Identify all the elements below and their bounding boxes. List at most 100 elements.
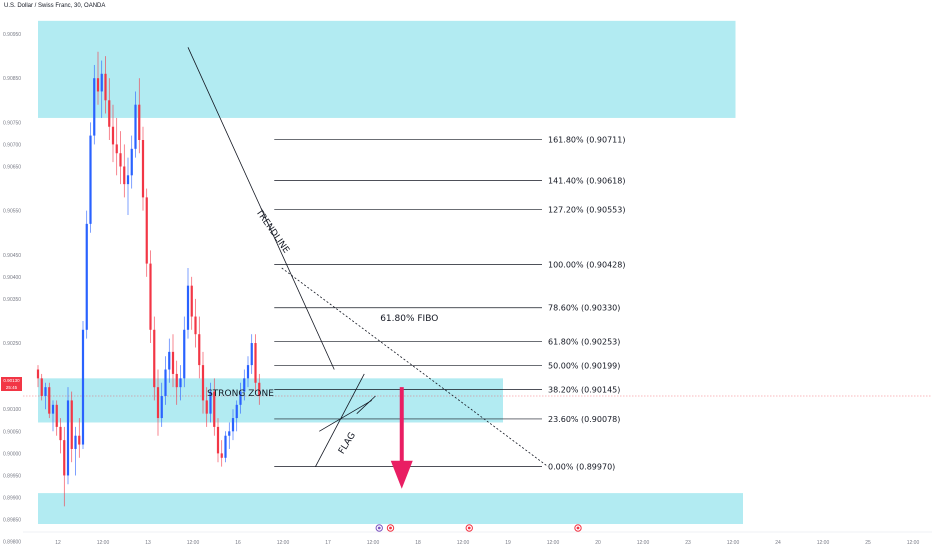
current-price-value: 0.90130	[3, 378, 20, 383]
fib-level-label: 0.00% (0.89970)	[548, 463, 615, 472]
candle-body	[258, 382, 261, 396]
candle-body	[186, 285, 190, 330]
candle-body	[183, 329, 186, 379]
event-markers	[375, 524, 582, 532]
candle-body	[96, 78, 100, 92]
x-tick-label: 12:00	[547, 540, 560, 546]
y-tick-label: 0.90400	[3, 275, 21, 281]
trendline	[187, 47, 335, 370]
x-tick-label: 12:00	[367, 540, 380, 546]
x-tick-label: 23	[685, 540, 691, 546]
x-tick-label: 25	[865, 540, 871, 546]
candles-layer	[36, 51, 261, 507]
candle-body	[44, 387, 47, 396]
y-tick-label: 0.89900	[3, 496, 21, 502]
candle-body	[48, 387, 51, 414]
x-tick-label: 12:00	[457, 540, 470, 546]
y-tick-label: 0.90050	[3, 429, 21, 435]
event-flag-dot	[467, 526, 471, 530]
candle-body	[224, 435, 227, 458]
candle-body	[171, 351, 175, 374]
candle-body	[89, 135, 92, 224]
candle-body	[216, 426, 220, 454]
candle-body	[179, 378, 182, 388]
candle-body	[175, 373, 178, 388]
candle-body	[201, 365, 205, 401]
x-axis: 12 12:00 13 12:00 16 12:00 17 12:00 18 12:00 19 12:…	[23, 531, 932, 546]
candle-body	[164, 369, 167, 396]
candle-body	[149, 263, 152, 330]
candle-body	[40, 378, 43, 396]
candle-body	[138, 104, 141, 140]
candle-body	[78, 435, 81, 445]
x-tick-label: 12:00	[727, 540, 740, 546]
y-tick-label: 0.90700	[3, 142, 21, 148]
y-tick-label: 0.90550	[3, 209, 21, 215]
fib-level-label: 61.80% (0.90253)	[548, 338, 620, 347]
x-tick-label: 17	[325, 540, 331, 546]
trendline	[356, 395, 376, 414]
candle-body	[220, 453, 223, 458]
candle-body	[235, 404, 238, 419]
candle-body	[81, 329, 85, 445]
x-tick-label: 24	[775, 540, 781, 546]
candle-body	[198, 334, 201, 366]
candle-body	[55, 404, 58, 427]
y-tick-label: 0.90650	[3, 164, 21, 170]
fib-level-label: 161.80% (0.90711)	[548, 136, 625, 145]
candle-body	[239, 391, 242, 405]
y-axis: 0.90950 0.90850 0.90750 0.90700 0.90650 0.905…	[3, 32, 21, 546]
candle-countdown: 25:45	[5, 385, 18, 390]
candle-body	[59, 426, 62, 441]
fib-level-label: 23.60% (0.90078)	[548, 415, 620, 424]
y-tick-label: 0.90750	[3, 120, 21, 126]
candle-body	[190, 285, 193, 317]
zones-layer	[38, 20, 743, 524]
x-tick-label: 18	[415, 540, 421, 546]
supply-demand-zone	[38, 493, 743, 524]
fib-level-label: 100.00% (0.90428)	[548, 260, 625, 269]
candle-body	[205, 400, 208, 414]
y-tick-label: 0.90450	[3, 253, 21, 259]
supply-demand-zone	[38, 378, 503, 423]
supply-demand-zone	[38, 20, 736, 118]
candle-body	[70, 400, 73, 449]
chart-annotation: 61.80% FIBO	[380, 314, 438, 324]
candle-body	[104, 73, 107, 101]
candle-body	[141, 140, 145, 198]
candle-body	[36, 369, 40, 379]
candle-body	[145, 197, 148, 264]
candle-body	[254, 343, 257, 383]
x-tick-label: 13	[145, 540, 151, 546]
x-tick-label: 12:00	[817, 540, 830, 546]
event-flag-dot	[576, 526, 580, 530]
candle-body	[93, 78, 96, 136]
fib-level-label: 50.00% (0.90199)	[548, 362, 620, 371]
candle-body	[156, 387, 160, 419]
y-tick-label: 0.90350	[3, 297, 21, 303]
candle-body	[111, 126, 115, 145]
y-tick-label: 0.89800	[3, 540, 21, 546]
fib-level-label: 38.20% (0.90145)	[548, 385, 620, 394]
y-tick-label: 0.90850	[3, 76, 21, 82]
dashed-trendline	[281, 267, 549, 467]
candle-body	[51, 404, 55, 414]
x-tick-label: 12:00	[907, 540, 920, 546]
candle-body	[74, 435, 77, 449]
y-tick-label: 0.90250	[3, 341, 21, 347]
candle-body	[85, 223, 88, 330]
candle-body	[194, 316, 197, 335]
candle-body	[160, 396, 163, 419]
candle-body	[231, 418, 235, 432]
y-tick-label: 0.89950	[3, 473, 21, 479]
candle-body	[130, 148, 133, 176]
candle-body	[66, 400, 70, 476]
chart-annotation: STRONG ZONE	[207, 389, 274, 399]
candle-body	[243, 378, 246, 392]
fib-level-label: 127.20% (0.90553)	[548, 205, 625, 214]
chart-annotation: TRENDLINE	[253, 207, 291, 256]
candle-body	[119, 153, 122, 167]
event-flag-dot	[377, 526, 381, 530]
x-tick-label: 16	[235, 540, 241, 546]
